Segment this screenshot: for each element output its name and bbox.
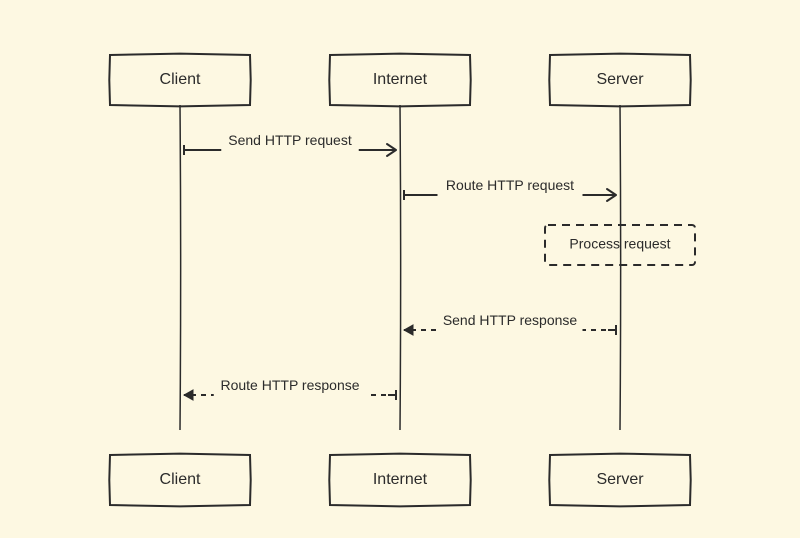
participant-label-client-top: Client (160, 71, 201, 88)
participant-label-internet-top: Internet (373, 71, 428, 88)
lifeline-internet (400, 105, 401, 430)
lifeline-client (180, 105, 181, 430)
note-0-label: Process request (569, 236, 670, 252)
participant-label-client-bottom: Client (160, 471, 201, 488)
participant-label-server-top: Server (596, 71, 644, 88)
participant-label-internet-bottom: Internet (373, 471, 428, 488)
message-3-label: Route HTTP response (220, 377, 359, 393)
sequence-diagram: Client Internet Server Client Internet Server… (0, 0, 800, 538)
lifeline-server (620, 105, 621, 430)
message-0-label: Send HTTP request (228, 132, 352, 148)
message-1-label: Route HTTP request (446, 177, 574, 193)
message-2-label: Send HTTP response (443, 312, 578, 328)
participant-label-server-bottom: Server (596, 471, 644, 488)
